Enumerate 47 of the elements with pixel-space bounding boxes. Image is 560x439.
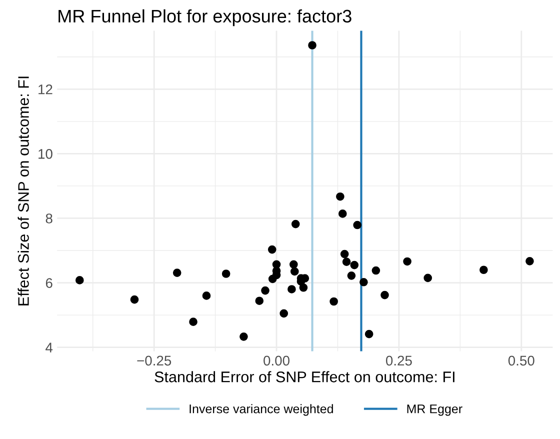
point <box>299 283 308 292</box>
point <box>340 250 349 258</box>
point <box>75 276 84 284</box>
point <box>403 257 412 266</box>
point <box>202 292 211 300</box>
y-tick-label: 10 <box>38 149 52 159</box>
y-tick-label: 6 <box>46 278 52 288</box>
chart-title: MR Funnel Plot for exposure: factor3 <box>58 9 352 26</box>
point <box>380 290 389 300</box>
point <box>288 285 296 294</box>
point <box>261 286 270 295</box>
point <box>350 260 359 270</box>
point <box>189 318 198 326</box>
y-tick-label: 12 <box>38 84 52 94</box>
x-axis-title: Standard Error of SNP Effect on outcome: FI <box>154 371 454 382</box>
x-tick-label: 0.25 <box>386 356 412 366</box>
point <box>172 268 182 277</box>
point <box>308 41 316 50</box>
point <box>336 192 344 201</box>
point <box>289 260 298 269</box>
point <box>240 332 248 341</box>
point <box>360 278 368 286</box>
point <box>347 272 356 280</box>
point <box>526 256 534 266</box>
y-tick-label: 8 <box>46 214 52 224</box>
point <box>330 297 338 306</box>
point <box>268 245 276 254</box>
legend-label: MR Egger <box>407 404 462 416</box>
point <box>424 274 432 282</box>
x-tick-label: −0.25 <box>137 356 172 366</box>
point <box>255 296 264 306</box>
point <box>338 210 347 218</box>
point <box>372 266 380 275</box>
legend-label: Inverse variance weighted <box>190 404 333 416</box>
point <box>280 309 288 318</box>
point <box>342 258 351 266</box>
point <box>291 220 300 228</box>
point <box>222 270 230 278</box>
y-axis-title: Effect Size of SNP on outcome: FI <box>18 76 29 306</box>
point <box>353 220 362 230</box>
point <box>364 330 374 338</box>
x-tick-label: 0.00 <box>264 356 290 366</box>
x-tick-label: 0.50 <box>508 356 534 366</box>
point <box>480 266 488 274</box>
point <box>290 267 299 276</box>
point <box>130 295 139 304</box>
y-tick-label: 4 <box>46 342 53 352</box>
